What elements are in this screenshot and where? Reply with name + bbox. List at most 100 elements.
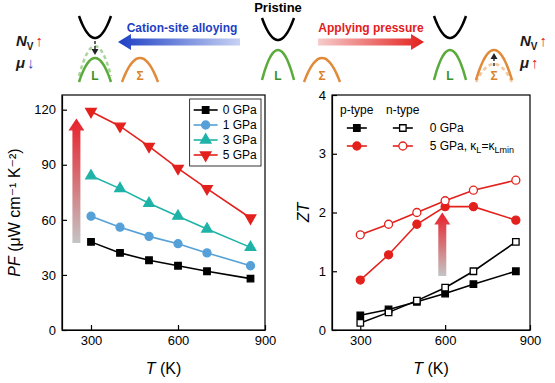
tick: 600 (435, 325, 457, 348)
marker (512, 176, 520, 184)
tick: 90 (42, 157, 67, 172)
tick-mark (332, 330, 337, 331)
tick-label: 900 (520, 333, 542, 348)
effect-label: NV↑ (16, 32, 43, 52)
marker (202, 186, 213, 195)
tick: 60 (42, 213, 67, 228)
tick: 0 (319, 323, 337, 338)
tick: 300 (350, 325, 372, 348)
y-axis: 0 1 2 3 4 (319, 88, 337, 338)
marker (88, 239, 94, 245)
conduction-band (262, 18, 294, 40)
tick-mark (445, 325, 446, 330)
tick: 0 (49, 323, 67, 338)
series-line (360, 242, 516, 323)
marker (413, 209, 421, 217)
marker (247, 275, 253, 281)
band-label: Σ (318, 69, 325, 83)
marker (144, 197, 155, 206)
marker (357, 312, 363, 318)
tick-label: 600 (168, 333, 190, 348)
effect-label: μ↑ (519, 54, 539, 71)
tick-mark (332, 95, 337, 96)
tick-label: 300 (350, 333, 372, 348)
marker (117, 250, 123, 256)
tick-mark (530, 325, 531, 330)
marker (87, 212, 95, 220)
marker (173, 165, 184, 174)
legend-marker (200, 152, 211, 161)
series-line (91, 176, 251, 248)
conduction-band (434, 16, 466, 38)
tick-label: 60 (42, 213, 56, 228)
legend-label: 5 GPa, κL=κLmin (430, 139, 514, 155)
conduction-band (79, 16, 111, 38)
tick-mark (332, 212, 337, 213)
legend-marker (354, 125, 360, 131)
marker (204, 268, 210, 274)
tick: 300 (81, 325, 103, 348)
shift-arrow-head (92, 49, 99, 55)
legend-marker (202, 121, 210, 129)
marker (115, 183, 126, 192)
alloying-arrow (118, 34, 240, 50)
y-axis: 0306090120 (34, 96, 67, 338)
tick-label: 120 (34, 102, 56, 117)
tick-label: 1 (319, 264, 326, 279)
tick-label: 3 (319, 146, 326, 161)
marker (357, 320, 363, 326)
tick-mark (265, 325, 266, 330)
figure: PristineLΣNV↑μ↓LΣLΣNV↑μ↑Cation-site allo… (0, 0, 555, 383)
chart: 3006009000306090120T (K)PF (μW cm⁻¹ K⁻²)… (6, 95, 276, 377)
shift-arrow (94, 41, 95, 50)
tick-mark (178, 325, 179, 330)
marker (203, 249, 211, 257)
valence-band-l (79, 58, 111, 82)
axis-line (333, 330, 531, 331)
schematic-title: Pristine (254, 0, 302, 15)
effect-label: NV↑ (520, 32, 547, 52)
marker (414, 297, 420, 303)
shift-arrow-head (491, 53, 498, 59)
valence-band-sigma (122, 58, 158, 82)
axis-title: PF (μW cm⁻¹ K⁻²) (6, 148, 23, 276)
tick-label: 2 (319, 205, 326, 220)
tick-label: 0 (49, 323, 56, 338)
alloying-label: Cation-site alloying (127, 21, 238, 35)
shift-arrow (493, 58, 494, 66)
tick: 1 (319, 264, 337, 279)
series-line (360, 271, 516, 315)
marker (470, 268, 476, 274)
marker (469, 186, 477, 194)
axis-line (63, 330, 266, 331)
marker (385, 251, 393, 259)
tick-label: 0 (319, 323, 326, 338)
tick-mark (332, 271, 337, 272)
legend-marker (400, 125, 406, 131)
legend-box (190, 99, 261, 166)
marker (245, 241, 256, 250)
marker (247, 262, 255, 270)
marker (86, 108, 97, 117)
band-label: L (91, 69, 98, 83)
tick: 4 (319, 88, 337, 103)
trend-arrow (434, 213, 450, 276)
tick-mark (62, 220, 67, 221)
axis-title: T (K) (146, 360, 182, 377)
band-label: Σ (490, 69, 497, 83)
pressure-label: Applying pressure (318, 21, 424, 35)
band-label: L (274, 69, 281, 83)
legend-header: n-type (386, 103, 420, 117)
marker (385, 220, 393, 228)
chart: 30060090001234T (K)ZTp-typen-type0 GPa5 … (295, 88, 541, 377)
effect-label: μ↓ (15, 54, 35, 71)
series-line (360, 180, 516, 235)
series-line (360, 207, 516, 280)
tick-mark (62, 330, 67, 331)
legend-label: 3 GPa (223, 133, 257, 147)
marker (144, 143, 155, 152)
tick: 120 (34, 102, 67, 117)
marker (146, 257, 152, 263)
tick-label: 90 (42, 157, 56, 172)
marker (115, 123, 126, 132)
